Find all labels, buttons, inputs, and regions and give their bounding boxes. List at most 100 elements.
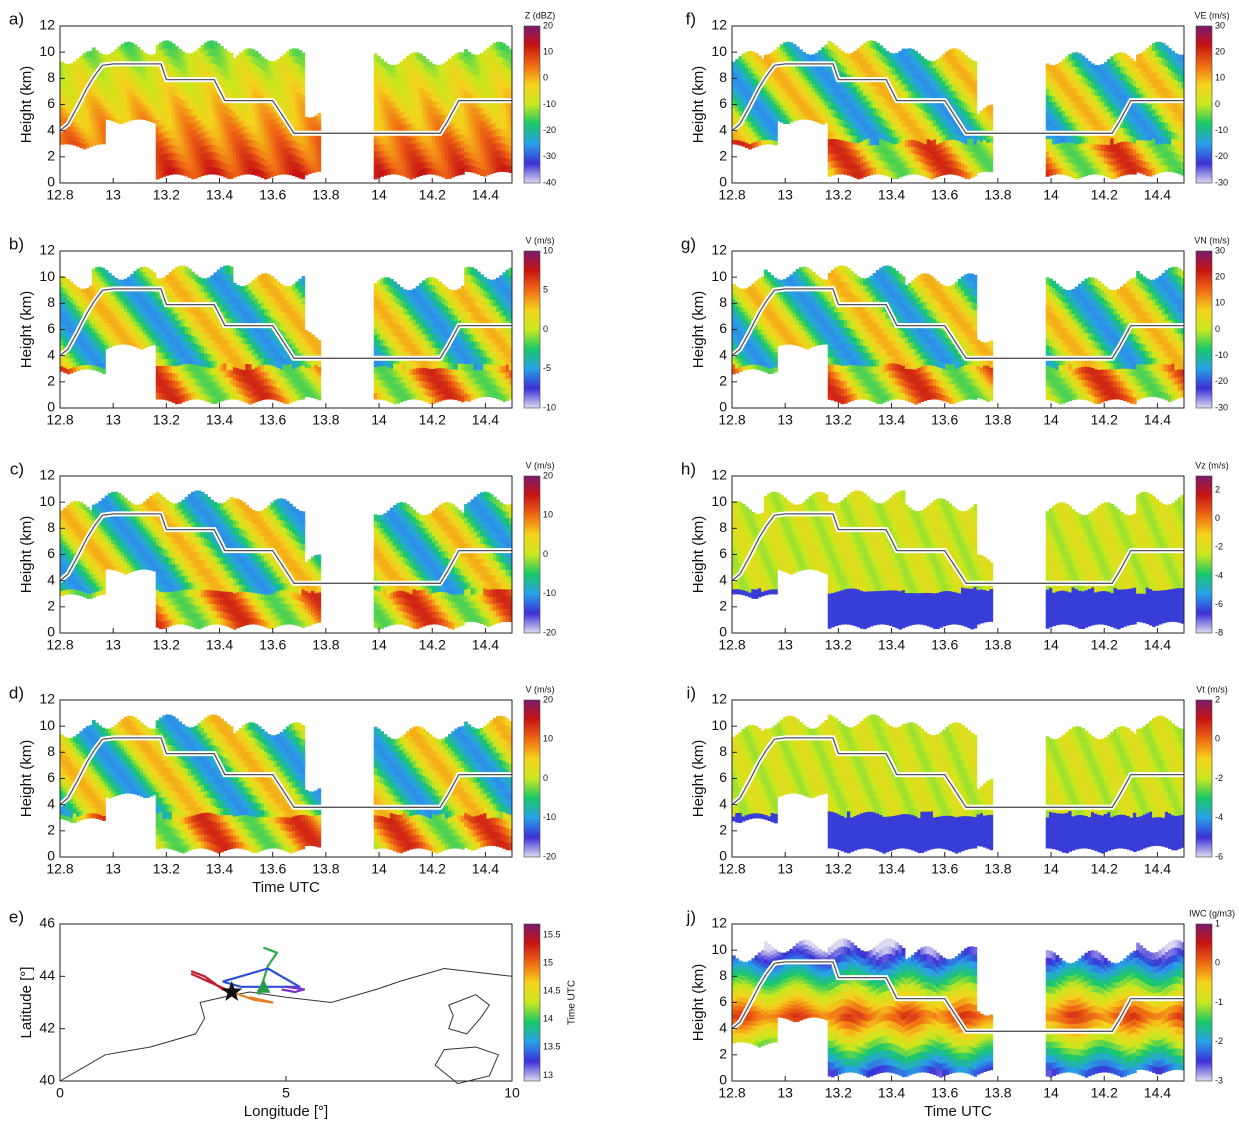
heatmap-cell: [181, 303, 186, 312]
heatmap-cell: [376, 359, 381, 367]
heatmap-cell: [107, 301, 112, 307]
heatmap-cell: [194, 114, 199, 122]
heatmap-cell: [72, 516, 77, 523]
heatmap-cell: [76, 342, 80, 348]
heatmap-cell: [396, 363, 401, 371]
heatmap-cell: [476, 81, 481, 89]
heatmap-cell: [301, 157, 306, 166]
heatmap-cell: [454, 338, 459, 346]
heatmap-cell: [130, 297, 134, 303]
heatmap-cell: [496, 56, 500, 65]
heatmap-cell: [486, 311, 491, 319]
heatmap-cell: [460, 65, 465, 74]
heatmap-cell: [412, 319, 417, 326]
heatmap-cell: [178, 273, 183, 282]
heatmap-cell: [399, 80, 404, 88]
heatmap-cell: [155, 325, 160, 333]
heatmap-cell: [194, 163, 199, 172]
heatmap-cell: [307, 151, 312, 156]
heatmap-cell: [412, 392, 417, 400]
heatmap-cell: [104, 111, 109, 117]
heatmap-cell: [317, 135, 322, 140]
heatmap-cell: [492, 85, 497, 94]
heatmap-cell: [254, 346, 259, 354]
heatmap-cell: [264, 329, 268, 337]
heatmap-cell: [276, 347, 281, 355]
heatmap-cell: [314, 140, 318, 145]
heatmap-cell: [69, 130, 74, 136]
heatmap-cell: [203, 152, 208, 161]
heatmap-cell: [117, 119, 122, 124]
heatmap-cell: [473, 113, 478, 121]
heatmap-cell: [409, 109, 414, 117]
heatmap-cell: [505, 87, 510, 96]
heatmap-cell: [499, 379, 504, 387]
heatmap-cell: [396, 76, 401, 83]
heatmap-cell: [396, 370, 401, 378]
heatmap-cell: [386, 76, 391, 83]
heatmap-cell: [79, 507, 84, 514]
heatmap-cell: [107, 276, 112, 282]
heatmap-cell: [447, 138, 452, 146]
heatmap-cell: [254, 291, 259, 299]
heatmap-cell: [383, 67, 388, 75]
heatmap-cell: [85, 120, 90, 127]
heatmap-cell: [133, 321, 138, 327]
heatmap-cell: [242, 350, 246, 358]
heatmap-cell: [91, 340, 96, 346]
heatmap-cell: [396, 168, 401, 175]
heatmap-cell: [60, 286, 64, 293]
heatmap-cell: [107, 116, 112, 121]
heatmap-cell: [267, 151, 271, 159]
heatmap-cell: [89, 114, 93, 121]
heatmap-cell: [264, 294, 268, 302]
heatmap-cell: [454, 332, 459, 340]
heatmap-cell: [264, 165, 268, 173]
heatmap-cell: [389, 292, 394, 301]
heatmap-cell: [422, 340, 426, 348]
heatmap-cell: [457, 59, 462, 67]
heatmap-cell: [444, 87, 449, 95]
heatmap-cell: [158, 155, 163, 164]
heatmap-cell: [386, 339, 391, 347]
heatmap-cell: [422, 320, 426, 328]
heatmap-cell: [383, 156, 388, 164]
heatmap-cell: [117, 106, 122, 112]
heatmap-cell: [257, 358, 262, 367]
heatmap-cell: [136, 338, 141, 344]
heatmap-cell: [444, 80, 449, 89]
heatmap-cell: [435, 347, 439, 355]
heatmap-cell: [165, 392, 170, 401]
heatmap-cell: [285, 358, 290, 366]
heatmap-cell: [142, 85, 147, 91]
heatmap-cell: [304, 158, 309, 163]
heatmap-cell: [98, 311, 103, 317]
heatmap-cell: [245, 48, 250, 57]
heatmap-cell: [197, 133, 202, 142]
heatmap-cell: [82, 306, 87, 312]
heatmap-cell: [486, 331, 491, 339]
heatmap-cell: [98, 52, 103, 58]
heatmap-cell: [235, 335, 240, 343]
heatmap-cell: [295, 340, 299, 348]
heatmap-cell: [146, 315, 150, 321]
heatmap-cell: [60, 567, 64, 573]
heatmap-cell: [317, 158, 322, 163]
heatmap-cell: [171, 79, 176, 88]
heatmap-cell: [386, 106, 391, 114]
heatmap-cell: [60, 524, 64, 530]
heatmap-cell: [425, 291, 430, 300]
heatmap-cell: [257, 393, 262, 401]
y-axis-label: Height (km): [18, 66, 35, 144]
heatmap-cell: [194, 156, 199, 165]
heatmap-cell: [152, 304, 157, 309]
heatmap-cell: [505, 45, 510, 54]
heatmap-cell: [197, 83, 202, 92]
heatmap-cell: [117, 326, 122, 331]
heatmap-cell: [89, 285, 93, 292]
heatmap-cell: [187, 142, 192, 151]
heatmap-cell: [207, 159, 211, 168]
heatmap-cell: [457, 140, 462, 149]
heatmap-cell: [223, 70, 227, 78]
heatmap-cell: [72, 323, 77, 329]
